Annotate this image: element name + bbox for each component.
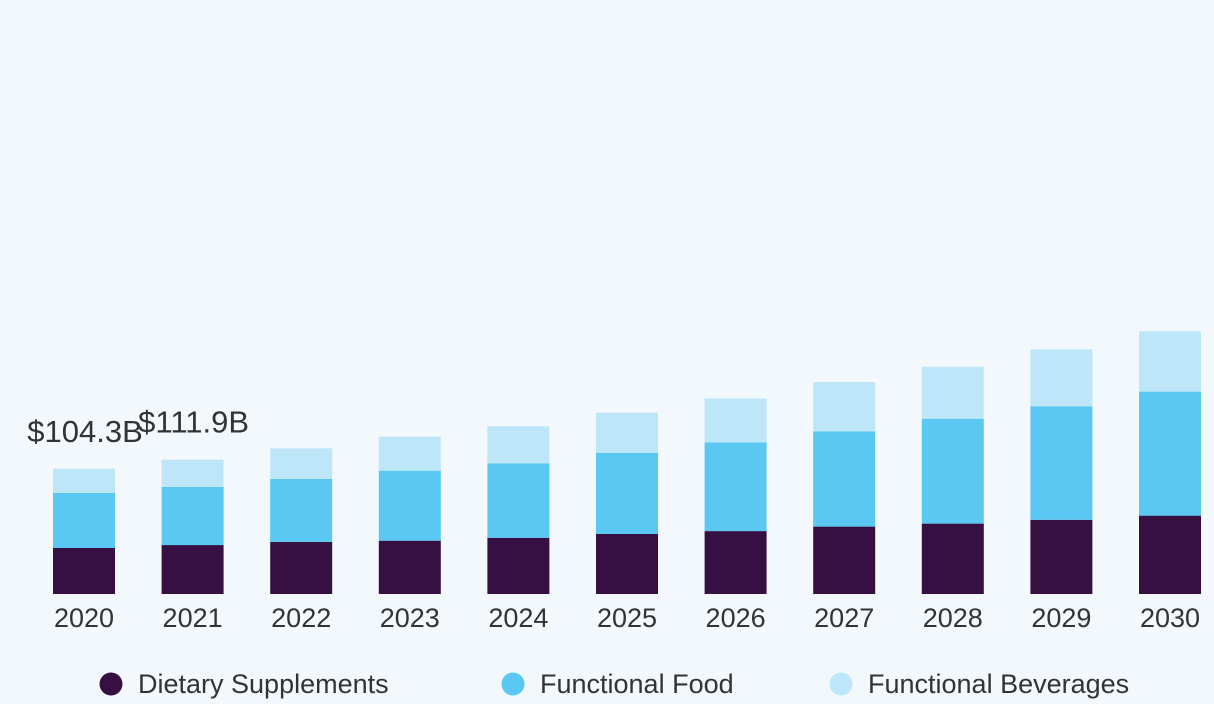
data-label-2021: $111.9B bbox=[138, 405, 249, 440]
bars-group bbox=[53, 331, 1201, 594]
x-tick-label-2020: 2020 bbox=[54, 603, 114, 633]
legend-marker-dietary-supplements bbox=[99, 672, 123, 696]
legend-item-functional-beverages: Functional Beverages bbox=[829, 669, 1129, 699]
bar-functional-beverages-2025 bbox=[596, 412, 658, 453]
x-tick-label-2026: 2026 bbox=[706, 603, 766, 633]
bar-functional-beverages-2021 bbox=[161, 459, 224, 487]
legend: Dietary Supplements Functional Food Functi… bbox=[99, 669, 1129, 699]
bar-functional-food-2027 bbox=[813, 431, 876, 527]
legend-label-functional-food: Functional Food bbox=[540, 669, 734, 699]
bar-dietary-supplements-2029 bbox=[1030, 519, 1093, 594]
bar-functional-beverages-2023 bbox=[378, 436, 441, 471]
bar-dietary-supplements-2027 bbox=[813, 526, 876, 594]
bar-functional-beverages-2028 bbox=[921, 366, 984, 419]
bar-functional-beverages-2030 bbox=[1139, 331, 1201, 392]
bar-functional-food-2022 bbox=[270, 478, 333, 542]
bar-functional-food-2025 bbox=[596, 453, 658, 534]
bar-dietary-supplements-2025 bbox=[596, 534, 658, 594]
bar-functional-food-2030 bbox=[1139, 391, 1201, 516]
bar-functional-food-2029 bbox=[1030, 406, 1093, 520]
bar-functional-food-2021 bbox=[161, 487, 224, 546]
legend-item-dietary-supplements: Dietary Supplements bbox=[99, 669, 389, 699]
bar-dietary-supplements-2020 bbox=[53, 547, 115, 594]
x-tick-label-2024: 2024 bbox=[488, 603, 548, 633]
bar-functional-beverages-2024 bbox=[487, 426, 550, 464]
bar-functional-food-2028 bbox=[921, 418, 984, 524]
bar-dietary-supplements-2022 bbox=[270, 541, 333, 594]
bar-functional-food-2026 bbox=[704, 442, 767, 532]
bar-dietary-supplements-2028 bbox=[921, 523, 984, 594]
bar-functional-beverages-2029 bbox=[1030, 349, 1093, 407]
bar-dietary-supplements-2030 bbox=[1139, 515, 1201, 594]
bar-functional-food-2023 bbox=[378, 470, 441, 541]
x-tick-label-2030: 2030 bbox=[1140, 603, 1200, 633]
bar-functional-food-2024 bbox=[487, 463, 550, 538]
x-tick-label-2023: 2023 bbox=[380, 603, 440, 633]
x-tick-label-2028: 2028 bbox=[923, 603, 983, 633]
data-label-2020: $104.3B bbox=[27, 414, 143, 449]
bar-functional-beverages-2026 bbox=[704, 398, 767, 443]
bar-dietary-supplements-2021 bbox=[161, 545, 224, 594]
legend-label-dietary-supplements: Dietary Supplements bbox=[138, 669, 389, 699]
legend-item-functional-food: Functional Food bbox=[501, 669, 734, 699]
bar-functional-food-2020 bbox=[53, 493, 115, 548]
x-tick-label-2029: 2029 bbox=[1031, 603, 1091, 633]
x-tick-label-2027: 2027 bbox=[814, 603, 874, 633]
bar-functional-beverages-2027 bbox=[813, 382, 876, 432]
bar-functional-beverages-2020 bbox=[53, 468, 115, 493]
legend-label-functional-beverages: Functional Beverages bbox=[868, 669, 1129, 699]
bar-functional-beverages-2022 bbox=[270, 448, 333, 479]
legend-marker-functional-food bbox=[501, 672, 525, 696]
bar-dietary-supplements-2023 bbox=[378, 540, 441, 594]
x-tick-label-2022: 2022 bbox=[271, 603, 331, 633]
x-tick-label-2025: 2025 bbox=[597, 603, 657, 633]
legend-marker-functional-beverages bbox=[829, 672, 853, 696]
x-tick-label-2021: 2021 bbox=[163, 603, 223, 633]
bar-dietary-supplements-2024 bbox=[487, 537, 550, 594]
bar-dietary-supplements-2026 bbox=[704, 531, 767, 594]
